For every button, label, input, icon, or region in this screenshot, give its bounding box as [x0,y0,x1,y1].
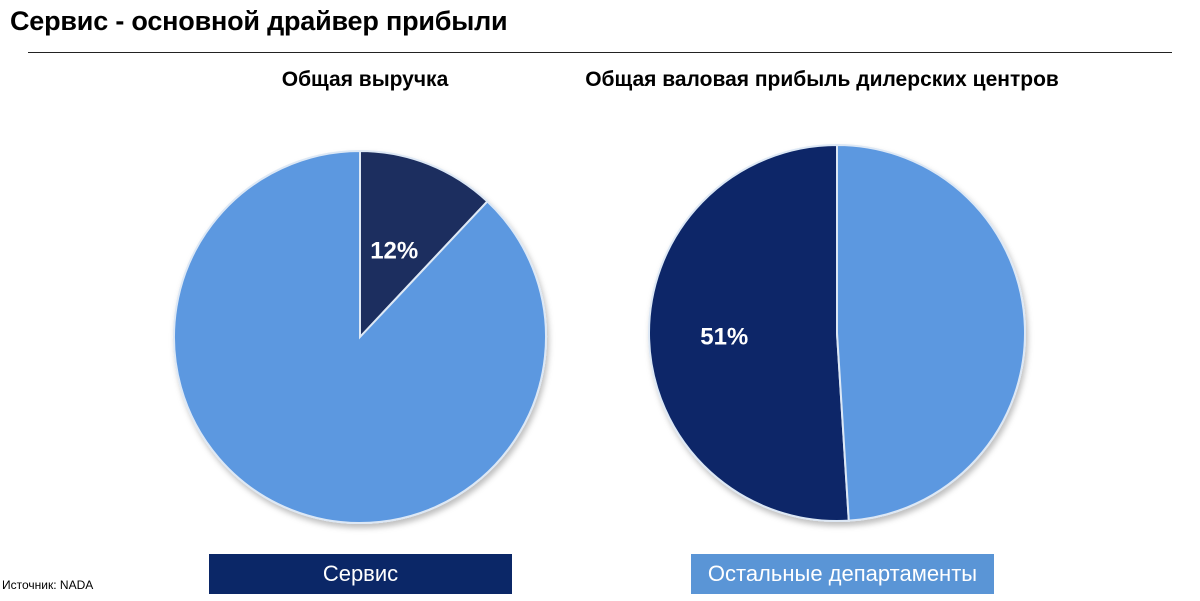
legend-service-label: Сервис [322,561,399,586]
page-title: Сервис - основной драйвер прибыли [10,6,508,36]
slice-value-label: 12% [370,238,418,265]
chart-title-gross-profit: Общая валовая прибыль дилерских центров [585,68,1059,91]
source-note: Источник: NADA [2,578,94,592]
pie-slice-service [648,143,850,522]
legend-other-departments: Остальные департаменты [691,554,994,594]
pie-gross-profit [648,143,1026,522]
legend-other-label: Остальные департаменты [707,561,978,586]
chart-title-revenue: Общая выручка [281,68,449,91]
legend-service: Сервис [209,554,512,594]
pie-revenue [173,149,547,524]
pie-slice-other [173,149,547,524]
pie-slice-service [359,149,489,340]
title-divider [28,52,1172,53]
slice-value-label: 51% [700,324,748,351]
pie-slice-other [836,143,1026,522]
